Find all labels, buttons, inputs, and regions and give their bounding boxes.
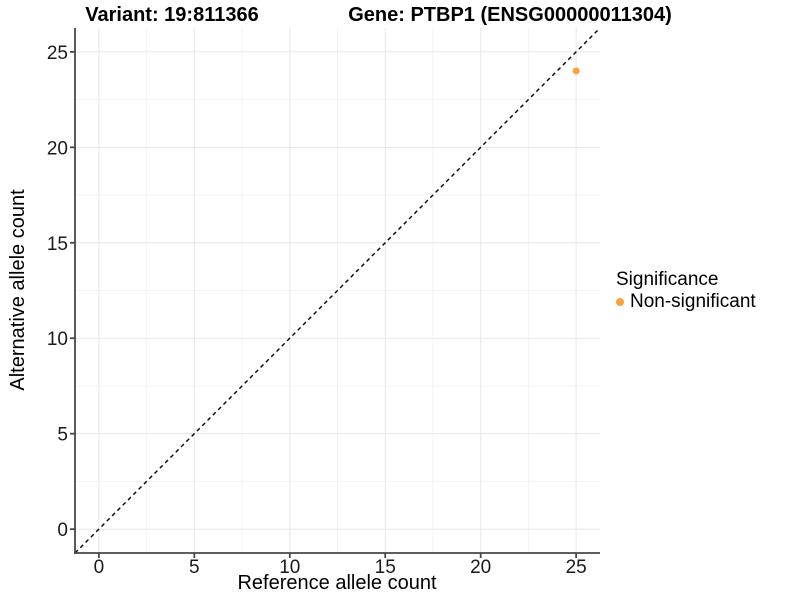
legend-item-label: Non-significant bbox=[630, 291, 756, 312]
x-tick-label: 20 bbox=[470, 557, 491, 578]
y-tick-label: 5 bbox=[57, 425, 68, 446]
axis-lines bbox=[74, 28, 600, 554]
x-tick-label: 0 bbox=[94, 557, 105, 578]
x-tick-label: 5 bbox=[189, 557, 200, 578]
y-tick-label: 25 bbox=[47, 43, 68, 64]
tick-labels: 0 5 10 15 20 25 0 5 10 15 20 25 bbox=[47, 43, 587, 578]
y-tick-label: 15 bbox=[47, 234, 68, 255]
y-axis-title: Alternative allele count bbox=[7, 189, 29, 391]
data-points bbox=[572, 67, 580, 75]
data-point bbox=[572, 67, 580, 75]
plot-title-gene: Gene: PTBP1 (ENSG00000011304) bbox=[348, 4, 672, 26]
y-tick-label: 10 bbox=[47, 329, 68, 350]
legend-item: Non-significant bbox=[616, 291, 756, 313]
x-tick-label: 25 bbox=[566, 557, 587, 578]
y-tick-label: 0 bbox=[57, 520, 68, 541]
grid-minor bbox=[75, 28, 600, 553]
tick-marks bbox=[70, 50, 578, 558]
identity-line-group bbox=[74, 27, 601, 554]
legend-title: Significance bbox=[616, 269, 719, 290]
grid-major bbox=[75, 28, 600, 553]
plot-title-variant: Variant: 19:811366 bbox=[85, 4, 258, 26]
legend: Significance Non-significant bbox=[616, 269, 756, 313]
x-tick-label: 10 bbox=[279, 557, 300, 578]
y-tick-label: 20 bbox=[47, 138, 68, 159]
legend-dot-icon bbox=[616, 298, 624, 306]
x-tick-label: 15 bbox=[375, 557, 396, 578]
identity-line bbox=[74, 27, 601, 554]
x-axis-title: Reference allele count bbox=[237, 572, 436, 594]
